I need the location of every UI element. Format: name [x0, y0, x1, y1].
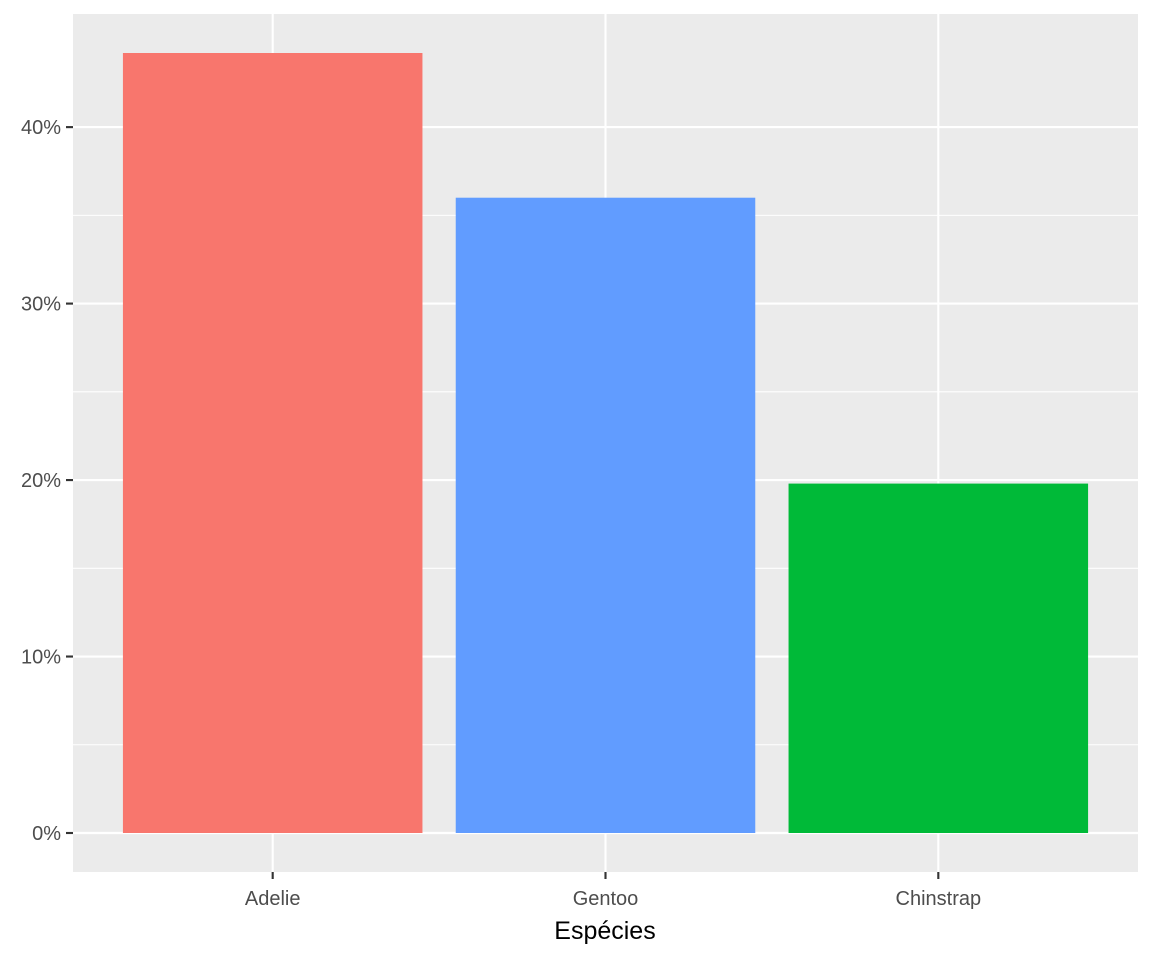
y-axis: 0% 10% 20% 30% 40% — [21, 117, 73, 845]
bar-adelie — [122, 53, 423, 833]
x-tick-label-adelie: Adelie — [245, 888, 301, 910]
y-tick-label: 20% — [21, 470, 61, 492]
bars — [122, 53, 1089, 834]
bar-chinstrap — [788, 483, 1089, 833]
x-tick-label-chinstrap: Chinstrap — [896, 888, 982, 910]
y-tick-label: 30% — [21, 294, 61, 316]
y-tick-label: 40% — [21, 117, 61, 139]
y-tick-label: 0% — [32, 823, 61, 845]
bar-gentoo — [455, 197, 756, 834]
y-tick-label: 10% — [21, 647, 61, 669]
x-axis: Adelie Gentoo Chinstrap — [245, 872, 981, 910]
x-tick-label-gentoo: Gentoo — [573, 888, 639, 910]
x-axis-title: Espécies — [554, 917, 655, 945]
